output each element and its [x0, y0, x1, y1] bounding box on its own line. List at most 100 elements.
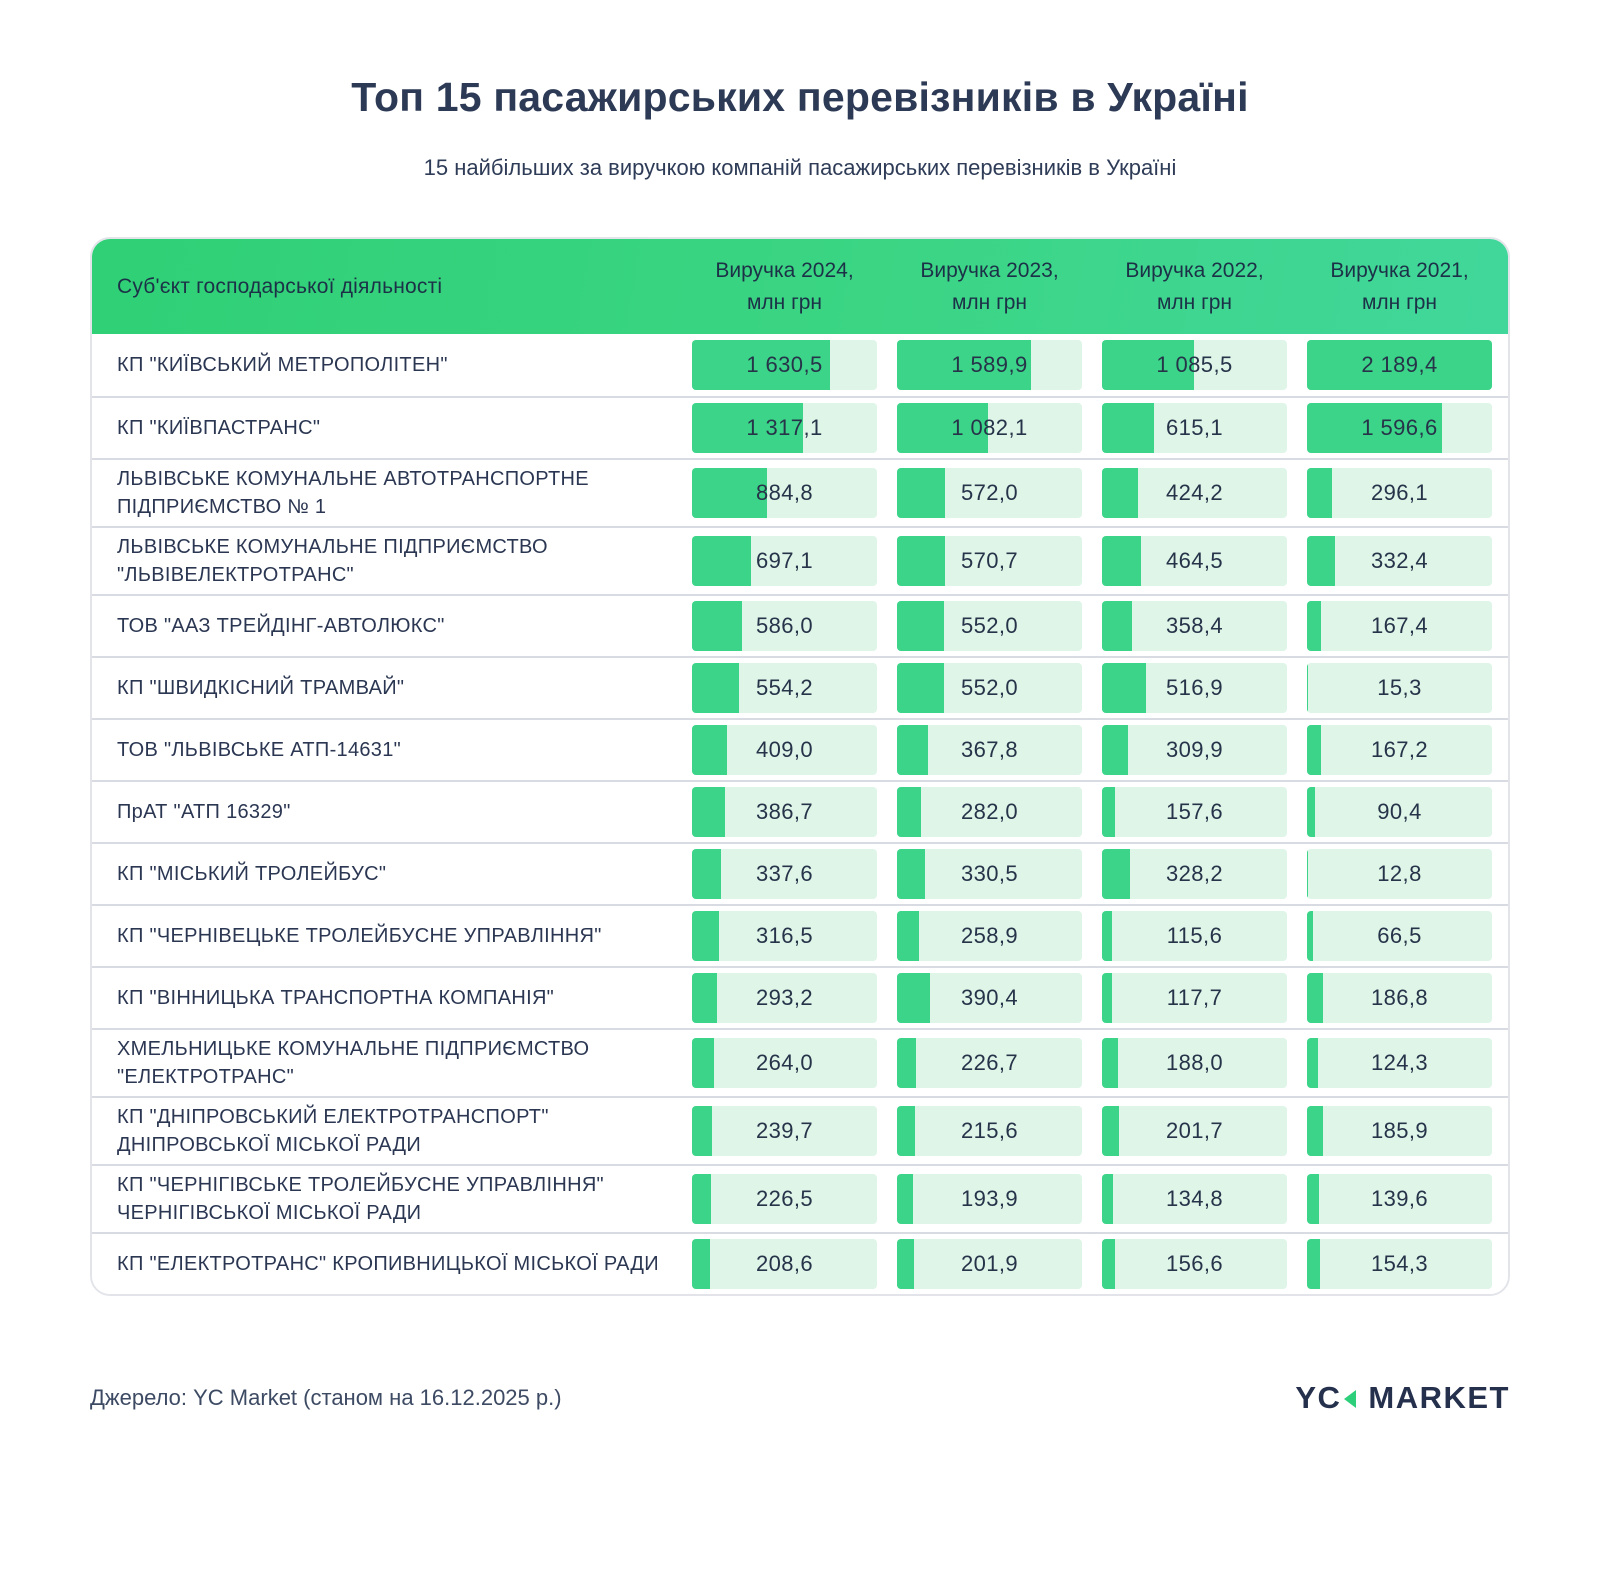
column-header-2024-line1: Виручка 2024,	[715, 259, 854, 282]
revenue-bar-fill	[1102, 911, 1112, 961]
revenue-value: 167,4	[1370, 613, 1429, 638]
revenue-value: 264,0	[755, 1050, 814, 1075]
revenue-value: 208,6	[755, 1251, 814, 1276]
revenue-bar: 167,2	[1307, 725, 1492, 775]
revenue-bar-fill	[692, 1038, 715, 1088]
revenue-value: 316,5	[755, 923, 814, 948]
company-name: КП "ЧЕРНІВЕЦЬКЕ ТРОЛЕЙБУСНЕ УПРАВЛІННЯ"	[117, 925, 602, 947]
table-body: КП "КИЇВСЬКИЙ МЕТРОПОЛІТЕН" 1 630,5 1 589,…	[92, 334, 1508, 1294]
revenue-value: 1 589,9	[951, 352, 1028, 377]
revenue-bar-fill	[1307, 849, 1309, 899]
revenue-value: 293,2	[755, 985, 814, 1010]
revenue-value: 15,3	[1377, 675, 1422, 700]
revenue-bar-fill	[897, 340, 1032, 390]
column-header-2021-line2: млн грн	[1361, 290, 1438, 314]
revenue-bar: 167,4	[1307, 601, 1492, 651]
company-name: КП "ВІННИЦЬКА ТРАНСПОРТНА КОМПАНІЯ"	[117, 987, 555, 1009]
revenue-bar: 316,5	[692, 911, 877, 961]
company-name: ЛЬВІВСЬКЕ КОМУНАЛЬНЕ АВТОТРАНСПОРТНЕ ПІД…	[117, 468, 589, 518]
table-row: ТОВ "ААЗ ТРЕЙДІНГ-АВТОЛЮКС" 586,0 552,0 358…	[92, 594, 1508, 656]
revenue-bar-fill	[1102, 340, 1194, 390]
table-row: КП "ЧЕРНІГІВСЬКЕ ТРОЛЕЙБУСНЕ УПРАВЛІННЯ"…	[92, 1164, 1508, 1232]
revenue-bar: 115,6	[1102, 911, 1287, 961]
revenue-bar: 185,9	[1307, 1106, 1492, 1156]
revenue-bar: 215,6	[897, 1106, 1082, 1156]
revenue-value: 124,3	[1370, 1050, 1429, 1075]
revenue-value: 188,0	[1165, 1050, 1224, 1075]
revenue-bar-fill	[1102, 663, 1146, 713]
revenue-value: 337,6	[755, 861, 814, 886]
revenue-bar-fill	[692, 787, 725, 837]
revenue-bar-fill	[692, 849, 721, 899]
revenue-value: 115,6	[1166, 923, 1223, 948]
revenue-bar-fill	[1307, 725, 1322, 775]
revenue-bar-fill	[1307, 340, 1492, 390]
revenue-value: 570,7	[960, 548, 1019, 573]
revenue-bar: 282,0	[897, 787, 1082, 837]
revenue-value: 386,7	[755, 799, 814, 824]
table-row: КП "МІСЬКИЙ ТРОЛЕЙБУС" 337,6 330,5 328,2 12,…	[92, 842, 1508, 904]
revenue-value: 226,5	[755, 1186, 814, 1211]
company-name: КП "ШВИДКІСНИЙ ТРАМВАЙ"	[117, 677, 405, 699]
revenue-value: 201,9	[960, 1251, 1019, 1276]
company-name: ХМЕЛЬНИЦЬКЕ КОМУНАЛЬНЕ ПІДПРИЄМСТВО "ЕЛЕ…	[117, 1038, 590, 1088]
revenue-bar-fill	[897, 911, 919, 961]
revenue-bar-fill	[897, 1038, 917, 1088]
revenue-bar: 1 589,9	[897, 340, 1082, 390]
revenue-bar-fill	[1307, 601, 1322, 651]
revenue-bar-fill	[1307, 1239, 1321, 1289]
ranking-table-card: Суб'єкт господарської діяльності Виручка…	[90, 237, 1510, 1296]
revenue-bar: 516,9	[1102, 663, 1287, 713]
revenue-value: 167,2	[1370, 737, 1429, 762]
revenue-bar-fill	[897, 725, 929, 775]
revenue-bar-fill	[1307, 403, 1442, 453]
revenue-bar: 309,9	[1102, 725, 1287, 775]
table-row: ТОВ "ЛЬВІВСЬКЕ АТП-14631" 409,0 367,8 309,9…	[92, 718, 1508, 780]
company-name: КП "ЕЛЕКТРОТРАНС" КРОПИВНИЦЬКОЇ МІСЬКОЇ …	[117, 1253, 659, 1275]
revenue-bar: 884,8	[692, 468, 877, 518]
revenue-bar: 424,2	[1102, 468, 1287, 518]
revenue-value: 390,4	[960, 985, 1019, 1010]
revenue-bar-fill	[1102, 973, 1112, 1023]
revenue-bar: 1 082,1	[897, 403, 1082, 453]
revenue-value: 66,5	[1377, 923, 1422, 948]
revenue-bar-fill	[692, 973, 717, 1023]
revenue-bar: 570,7	[897, 536, 1082, 586]
revenue-bar-fill	[897, 536, 946, 586]
table-row: ЛЬВІВСЬКЕ КОМУНАЛЬНЕ ПІДПРИЄМСТВО "ЛЬВІВ…	[92, 526, 1508, 594]
revenue-value: 226,7	[960, 1050, 1019, 1075]
revenue-bar-fill	[692, 468, 767, 518]
revenue-value: 586,0	[755, 613, 814, 638]
revenue-bar-fill	[897, 601, 944, 651]
column-header-2024-line2: млн грн	[746, 290, 823, 314]
revenue-bar: 2 189,4	[1307, 340, 1492, 390]
revenue-bar-fill	[692, 403, 804, 453]
revenue-bar: 552,0	[897, 601, 1082, 651]
revenue-bar-fill	[692, 911, 719, 961]
revenue-bar: 330,5	[897, 849, 1082, 899]
company-name: ТОВ "ЛЬВІВСЬКЕ АТП-14631"	[117, 739, 402, 761]
revenue-bar-fill	[1102, 468, 1138, 518]
revenue-value: 258,9	[960, 923, 1019, 948]
revenue-bar-fill	[1307, 1174, 1319, 1224]
table-row: КП "КИЇВСЬКИЙ МЕТРОПОЛІТЕН" 1 630,5 1 589,…	[92, 334, 1508, 396]
revenue-bar: 264,0	[692, 1038, 877, 1088]
logo-triangle-icon	[1344, 1390, 1357, 1408]
revenue-bar-fill	[897, 1174, 914, 1224]
revenue-value: 309,9	[1165, 737, 1224, 762]
table-header: Суб'єкт господарської діяльності Виручка…	[92, 239, 1508, 334]
revenue-bar: 208,6	[692, 1239, 877, 1289]
table-row: КП "ДНІПРОВСЬКИЙ ЕЛЕКТРОТРАНСПОРТ" ДНІПР…	[92, 1096, 1508, 1164]
revenue-bar-fill	[897, 468, 946, 518]
revenue-value: 186,8	[1370, 985, 1429, 1010]
revenue-value: 516,9	[1165, 675, 1224, 700]
revenue-value: 239,7	[755, 1118, 814, 1143]
revenue-value: 156,6	[1165, 1251, 1224, 1276]
revenue-value: 201,7	[1165, 1118, 1224, 1143]
revenue-bar: 552,0	[897, 663, 1082, 713]
revenue-bar: 139,6	[1307, 1174, 1492, 1224]
revenue-bar: 586,0	[692, 601, 877, 651]
yc-market-logo: YC MARKET	[1295, 1380, 1510, 1416]
revenue-bar: 157,6	[1102, 787, 1287, 837]
revenue-bar-fill	[1102, 536, 1142, 586]
